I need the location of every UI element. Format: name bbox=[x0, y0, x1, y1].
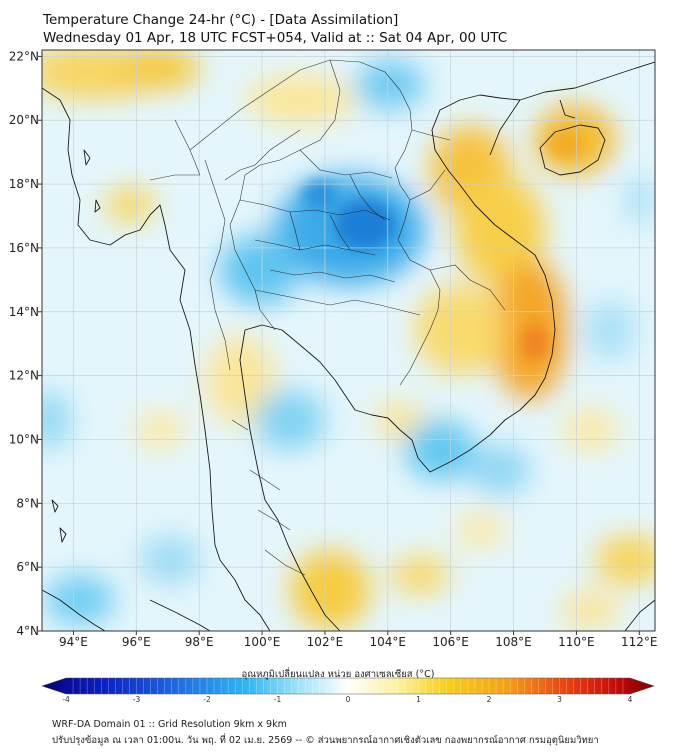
coastlines bbox=[42, 61, 655, 631]
colorbar-tick-label: 3 bbox=[557, 695, 562, 704]
colorbar-tick-label: -3 bbox=[133, 695, 141, 704]
map-frame bbox=[41, 49, 656, 632]
lon-tick-label: 110°E bbox=[558, 635, 595, 649]
lat-tick-label: 22°N bbox=[9, 49, 39, 63]
colorbar-tick-label: -2 bbox=[203, 695, 211, 704]
lat-tick-label: 16°N bbox=[9, 241, 39, 255]
lat-tick-label: 6°N bbox=[16, 560, 39, 574]
lat-tick-label: 8°N bbox=[16, 496, 39, 510]
temperature-field bbox=[42, 50, 655, 631]
lat-tick-label: 10°N bbox=[9, 432, 39, 446]
lat-tick-label: 12°N bbox=[9, 369, 39, 383]
lat-tick-label: 4°N bbox=[16, 624, 39, 638]
footer-update-info: ปรับปรุงข้อมูล ณ เวลา 01:00น. วัน พฤ. ที… bbox=[52, 735, 599, 746]
lon-tick-label: 96°E bbox=[122, 635, 151, 649]
colorbar: -4 -3 -2 -1 0 1 2 3 4 bbox=[41, 677, 655, 704]
footer-model-info: WRF-DA Domain 01 :: Grid Resolution 9km … bbox=[52, 719, 287, 730]
colorbar-tick-label: 1 bbox=[416, 695, 421, 704]
lon-tick-label: 94°E bbox=[59, 635, 88, 649]
lon-tick-label: 108°E bbox=[495, 635, 532, 649]
colorbar-tick-label: 4 bbox=[628, 695, 633, 704]
map-axes: 94°E 96°E 98°E 100°E 102°E 104°E 106°E 108°E 110… bbox=[9, 49, 658, 649]
lon-tick-label: 102°E bbox=[307, 635, 344, 649]
colorbar-tick-label: 2 bbox=[487, 695, 492, 704]
map-title: Temperature Change 24-hr (°C) - [Data As… bbox=[43, 12, 399, 28]
lat-tick-label: 18°N bbox=[9, 177, 39, 191]
lat-tick-label: 14°N bbox=[9, 305, 39, 319]
colorbar-ticks: -4 -3 -2 -1 0 1 2 3 4 bbox=[62, 695, 632, 704]
lon-tick-label: 106°E bbox=[432, 635, 469, 649]
colorbar-tick-label: 0 bbox=[346, 695, 351, 704]
lon-tick-label: 100°E bbox=[244, 635, 281, 649]
lon-tick-label: 98°E bbox=[185, 635, 214, 649]
colorbar-label: อุณหภูมิเปลี่ยนแปลง หน่วย องศาเซลเซียส (… bbox=[241, 669, 435, 680]
lon-tick-label: 112°E bbox=[621, 635, 658, 649]
borders bbox=[149, 59, 506, 576]
lon-tick-label: 104°E bbox=[370, 635, 407, 649]
map-subtitle: Wednesday 01 Apr, 18 UTC FCST+054, Valid… bbox=[43, 30, 508, 46]
lat-tick-label: 20°N bbox=[9, 113, 39, 127]
colorbar-tick-label: -4 bbox=[62, 695, 70, 704]
colorbar-tick-label: -1 bbox=[274, 695, 282, 704]
